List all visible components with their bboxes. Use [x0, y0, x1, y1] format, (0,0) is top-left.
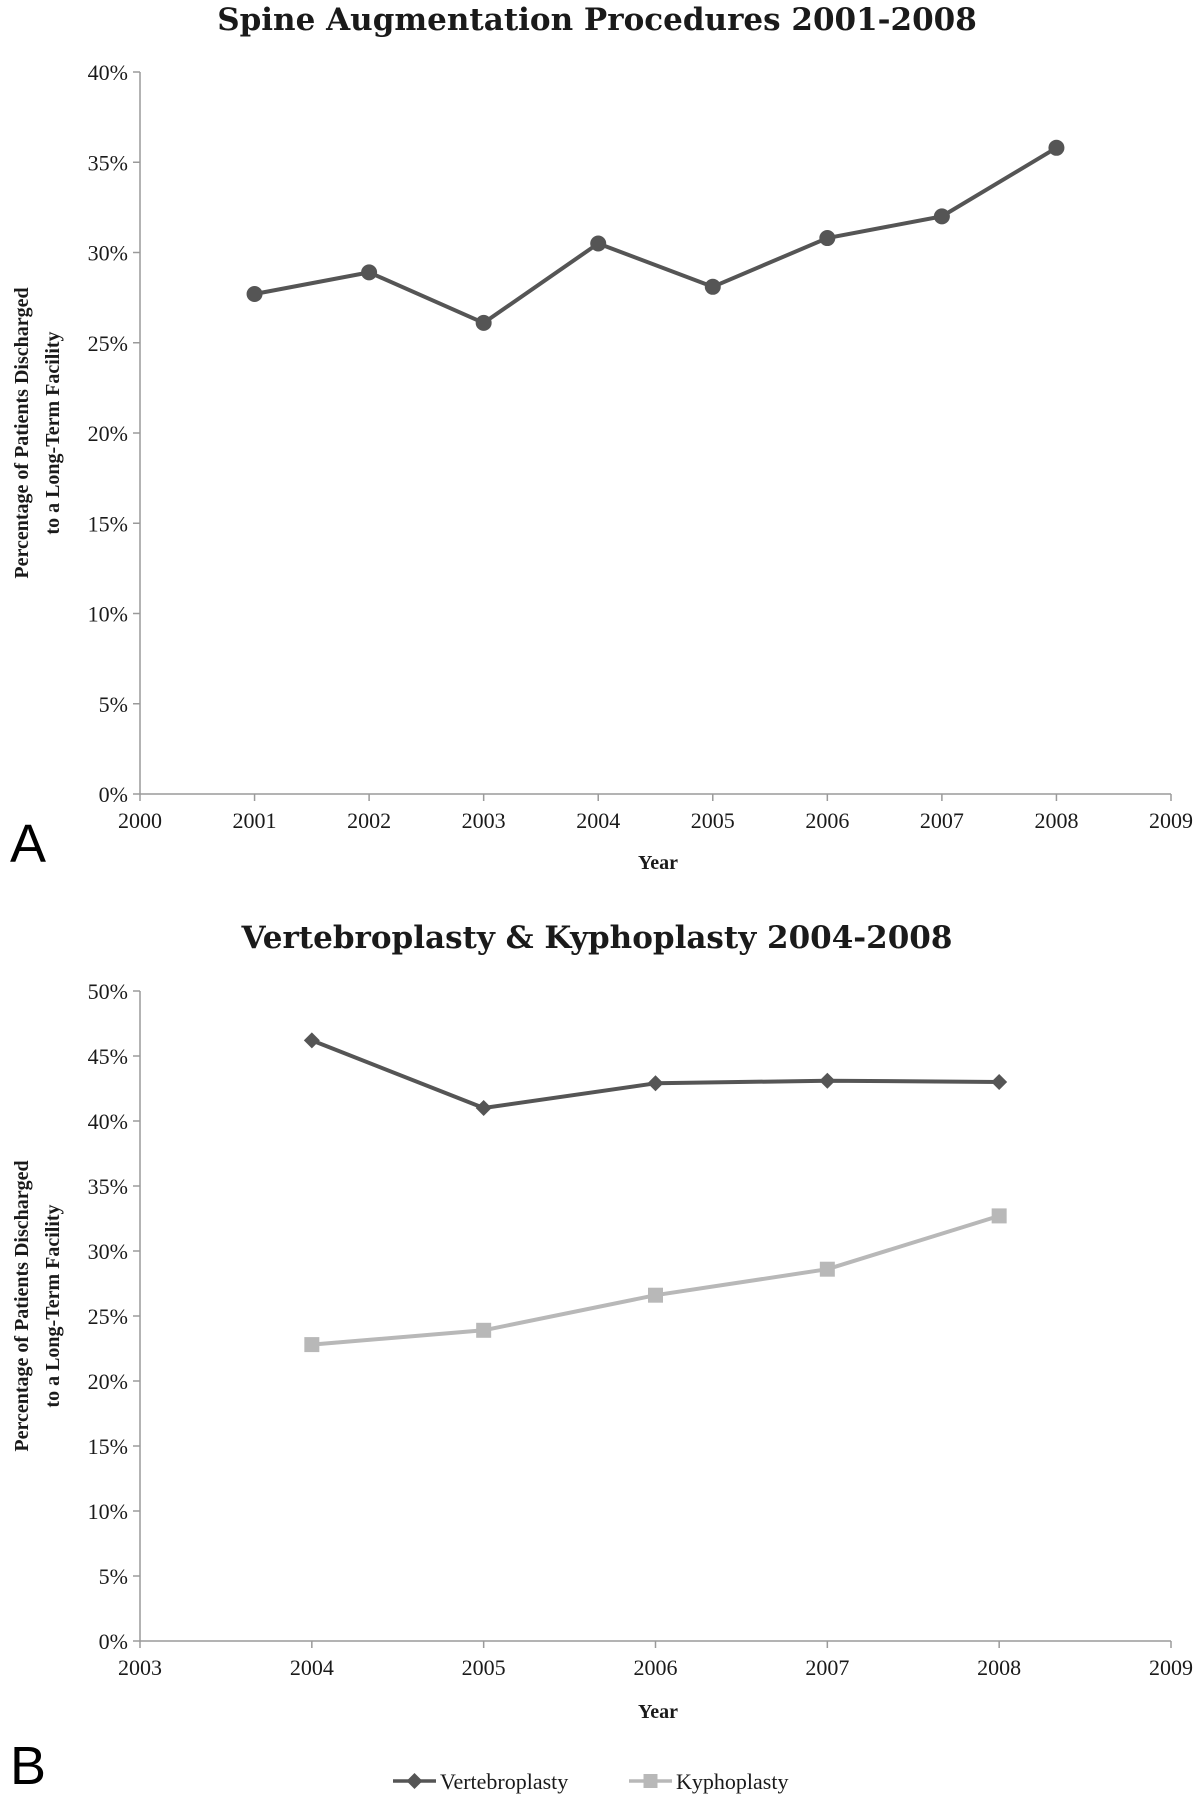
chart-a-x-tick-label: 2003 [462, 808, 506, 833]
chart-a-y-tick-label: 30% [88, 241, 128, 266]
chart-a-y-axis-title-line2: to a Long-Term Facility [42, 331, 64, 534]
chart-b: Vertebroplasty & Kyphoplasty 2004-2008 P… [10, 920, 1193, 1796]
chart-a-y-tick-label: 5% [99, 692, 128, 717]
chart-a-x-tick-label: 2006 [805, 808, 849, 833]
chart-a-x-tick-label: 2004 [576, 808, 620, 833]
chart-b-vertebroplasty-point-2006 [647, 1075, 664, 1092]
chart-b-y-tick-label: 20% [88, 1369, 128, 1394]
chart-b-vertebroplasty-point-2007 [819, 1072, 836, 1089]
chart-b-y-tick-label: 25% [88, 1304, 128, 1329]
panel-letter-b: B [10, 1736, 46, 1796]
chart-b-y-tick-label: 35% [88, 1174, 128, 1199]
chart-a-y-tick-label: 15% [88, 511, 128, 536]
chart-b-x-tick-label: 2005 [462, 1655, 506, 1680]
legend-label-vertebroplasty: Vertebroplasty [440, 1769, 568, 1794]
panel-letter-a: A [10, 814, 46, 874]
chart-b-y-tick-label: 0% [99, 1629, 128, 1654]
chart-b-kyphoplasty-point-2004 [304, 1337, 320, 1353]
chart-a-y-tick-label: 35% [88, 150, 128, 175]
chart-b-vertebroplasty-point-2008 [991, 1074, 1008, 1090]
chart-b-y-tick-label: 45% [88, 1044, 128, 1069]
chart-a-series-1-point-2001 [246, 286, 263, 303]
chart-b-kyphoplasty-point-2007 [819, 1261, 835, 1277]
legend-marker-vertebroplasty [406, 1773, 423, 1789]
chart-b-y-tick-label: 5% [99, 1564, 128, 1589]
chart-a-series-1-point-2004 [590, 235, 607, 252]
chart-a-plot-area: 0% 5% 10% 15% 20% 25% 30% 35% 40% 2000 2001 2002 200… [88, 60, 1193, 833]
chart-b-y-axis-title-line2: to a Long-Term Facility [42, 1204, 64, 1407]
chart-b-x-tick-label: 2007 [805, 1655, 849, 1680]
chart-a-series-1-point-2002 [361, 264, 378, 281]
chart-b-vertebroplasty-line [311, 1038, 1000, 1110]
chart-a-x-tick-label: 2009 [1149, 808, 1193, 833]
chart-b-x-tick-label: 2009 [1149, 1655, 1193, 1680]
chart-a-x-tick-label: 2005 [691, 808, 735, 833]
legend-label-kyphoplasty: Kyphoplasty [676, 1769, 788, 1794]
chart-b-kyphoplasty-point-2006 [648, 1287, 663, 1303]
chart-b-kyphoplasty-line [311, 1213, 1000, 1347]
chart-b-kyphoplasty-point-2008 [991, 1208, 1007, 1224]
chart-a-x-tick-label: 2002 [347, 808, 391, 833]
chart-b-y-axis-title-line1: Percentage of Patients Discharged [11, 1160, 33, 1451]
chart-a-x-tick-label: 2001 [233, 808, 277, 833]
chart-a: Spine Augmentation Procedures 2001-2008 … [10, 2, 1193, 874]
legend-item-vertebroplasty: Vertebroplasty [393, 1769, 568, 1794]
chart-b-vertebroplasty-point-2004 [303, 1032, 320, 1049]
legend: Vertebroplasty Kyphoplasty [393, 1769, 788, 1794]
chart-b-kyphoplasty-point-2005 [476, 1322, 492, 1338]
chart-b-y-tick-label: 30% [88, 1239, 128, 1264]
chart-a-series-1-point-2005 [704, 278, 721, 295]
chart-a-title: Spine Augmentation Procedures 2001-2008 [217, 2, 977, 38]
chart-a-y-tick-label: 10% [88, 602, 128, 627]
chart-a-y-tick-label: 25% [88, 331, 128, 356]
chart-a-x-tick-label: 2000 [118, 808, 162, 833]
chart-a-y-tick-label: 20% [88, 421, 128, 446]
chart-b-x-tick-label: 2003 [118, 1655, 162, 1680]
chart-b-y-tick-label: 50% [88, 979, 128, 1004]
chart-b-y-tick-label: 40% [88, 1109, 128, 1134]
chart-a-x-axis-title: Year [638, 852, 678, 874]
chart-b-y-axis-title: Percentage of Patients Discharged to a L… [11, 1160, 64, 1451]
chart-a-y-tick-label: 0% [99, 782, 128, 807]
chart-b-x-tick-label: 2008 [977, 1655, 1021, 1680]
chart-b-plot-area: 0% 5% 10% 15% 20% 25% 30% 35% 40% 45% 50% 2003 2004 2… [88, 979, 1193, 1680]
chart-a-series-1-point-2007 [933, 208, 950, 225]
chart-a-x-tick-label: 2007 [920, 808, 964, 833]
chart-b-x-tick-label: 2006 [634, 1655, 678, 1680]
chart-b-y-tick-label: 15% [88, 1434, 128, 1459]
chart-b-title: Vertebroplasty & Kyphoplasty 2004-2008 [241, 920, 953, 956]
chart-a-y-axis-title-line1: Percentage of Patients Discharged [11, 287, 33, 578]
chart-a-series-1-point-2006 [819, 230, 836, 247]
chart-b-x-axis-title: Year [638, 1701, 678, 1723]
chart-a-x-tick-label: 2008 [1034, 808, 1078, 833]
chart-a-series-1-point-2008 [1048, 139, 1065, 156]
chart-a-y-axis-title: Percentage of Patients Discharged to a L… [11, 287, 64, 578]
chart-a-series-1-point-2003 [475, 314, 492, 331]
legend-marker-kyphoplasty [643, 1774, 658, 1788]
chart-b-x-tick-label: 2004 [290, 1655, 334, 1680]
chart-b-vertebroplasty-point-2005 [475, 1100, 492, 1116]
chart-a-series-1-line [254, 146, 1058, 325]
chart-b-y-tick-label: 10% [88, 1499, 128, 1524]
legend-item-kyphoplasty: Kyphoplasty [629, 1769, 788, 1794]
chart-a-y-tick-label: 40% [88, 60, 128, 85]
